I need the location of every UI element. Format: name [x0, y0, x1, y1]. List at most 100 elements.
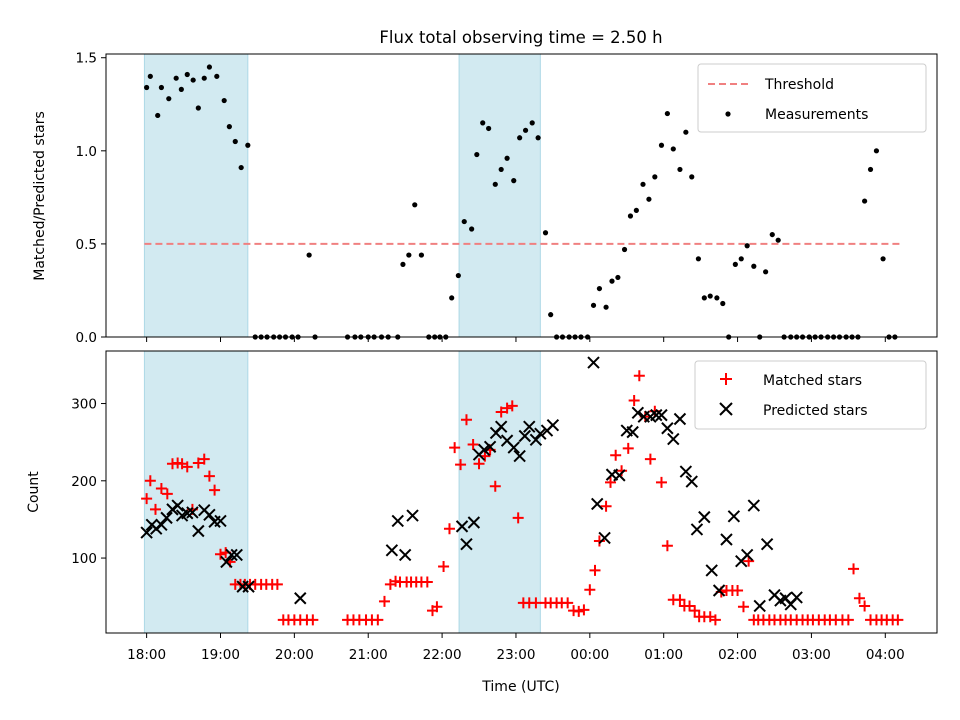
- x-tick-label: 23:00: [497, 647, 536, 663]
- matched-star-point: [149, 503, 161, 515]
- measurement-point: [221, 97, 227, 104]
- measurement-point: [238, 164, 244, 171]
- measurement-point: [609, 278, 615, 284]
- top-panel: 0.0 0.5 1.0 1.5 Matched/Predicted stars Thr…: [32, 51, 938, 346]
- measurement-point: [178, 86, 184, 92]
- matched-star-point: [155, 483, 167, 495]
- measurement-point: [184, 71, 190, 78]
- predicted-star-point: [186, 506, 199, 519]
- matched-star-point: [181, 461, 193, 473]
- top-panel-legend: Threshold Measurements: [697, 63, 927, 133]
- bottom-legend-box: [694, 360, 927, 430]
- bottom-panel: 100 200 300 18:00 19:00 20:00 21:00 22:00 23:00…: [26, 351, 938, 695]
- predicted-star-point: [747, 499, 761, 512]
- predicted-star-point: [494, 420, 508, 433]
- top-legend-box: [697, 63, 927, 133]
- predicted-star-point: [518, 429, 532, 443]
- measurement-point: [744, 243, 750, 249]
- x-tick-label: 19:00: [201, 647, 240, 663]
- chart-title: Flux total observing time = 2.50 h: [379, 28, 662, 47]
- measurement-point: [603, 304, 609, 310]
- predicted-star-point: [523, 420, 536, 433]
- predicted-star-point: [655, 408, 668, 422]
- predicted-star-point: [712, 584, 726, 597]
- predicted-star-point: [760, 537, 774, 551]
- measurement-point: [529, 120, 535, 126]
- measurement-point: [418, 252, 425, 258]
- bottom-panel-legend: Matched stars Predicted stars: [694, 360, 927, 430]
- x-tick-label: 22:00: [423, 647, 462, 663]
- measurement-point: [640, 181, 646, 187]
- top-panel-ylabel: Matched/Predicted stars: [32, 111, 48, 281]
- predicted-star-point: [591, 497, 604, 511]
- matched-star-point: [438, 561, 450, 573]
- predicted-star-point: [477, 443, 491, 457]
- matched-star-point: [628, 394, 640, 406]
- matched-star-point: [709, 614, 721, 626]
- matched-star-point: [853, 592, 865, 604]
- bottom-panel-ylabel: Count: [26, 471, 42, 513]
- measurement-point: [214, 73, 220, 79]
- measurement-point: [732, 261, 738, 267]
- predicted-star-point: [661, 422, 674, 435]
- predicted-star-point: [242, 580, 255, 593]
- measurement-point: [590, 302, 597, 308]
- predicted-star-point: [685, 475, 698, 488]
- measurement-point: [664, 110, 670, 117]
- predicted-star-point: [727, 510, 741, 523]
- predicted-star-point: [705, 564, 718, 577]
- matched-star-point: [600, 500, 612, 512]
- measurement-point: [449, 295, 455, 301]
- predicted-star-point: [698, 510, 711, 524]
- measurement-point: [232, 138, 238, 145]
- matched-star-point: [489, 480, 501, 492]
- matched-star-point: [378, 595, 390, 607]
- measurement-point: [517, 135, 523, 141]
- measurement-point: [455, 272, 461, 279]
- measurement-point: [701, 295, 707, 301]
- matched-star-point: [198, 453, 210, 465]
- matched-star-point: [512, 512, 524, 524]
- predicted-star-point: [790, 591, 803, 604]
- measurement-point: [474, 151, 480, 158]
- predicted-star-point: [220, 555, 233, 569]
- matched-star-point: [209, 484, 221, 496]
- x-tick-label: 03:00: [792, 647, 831, 663]
- measurement-point: [492, 181, 498, 187]
- matched-star-point: [859, 600, 871, 612]
- measurement-point: [751, 263, 757, 269]
- matched-stars-series: [141, 370, 904, 626]
- measurement-point: [621, 246, 628, 253]
- top-panel-x-ticks: [146, 337, 886, 342]
- y-tick-label: 200: [71, 474, 97, 490]
- matched-star-point: [848, 563, 860, 575]
- predicted-star-point: [160, 511, 173, 525]
- legend-predicted-label: Predicted stars: [763, 403, 868, 419]
- measurement-point: [714, 295, 720, 301]
- x-axis-label: Time (UTC): [481, 679, 559, 695]
- predicted-star-point: [587, 356, 600, 369]
- measurement-point: [226, 124, 232, 130]
- predicted-star-point: [460, 537, 473, 551]
- measurement-point: [306, 252, 312, 258]
- y-tick-label: 0.5: [76, 237, 97, 253]
- legend-matched-label: Matched stars: [763, 373, 862, 389]
- matched-star-point: [633, 370, 645, 382]
- matched-star-point: [431, 601, 443, 613]
- y-tick-label: 100: [71, 551, 97, 567]
- measurement-point: [504, 155, 510, 161]
- measurement-point: [738, 256, 744, 262]
- measurement-point: [627, 213, 634, 219]
- measurement-point: [707, 293, 713, 299]
- matched-star-point: [605, 476, 617, 488]
- measurement-point: [880, 256, 886, 262]
- y-tick-label: 300: [71, 397, 97, 413]
- predicted-stars-series: [141, 356, 803, 613]
- predicted-star-point: [192, 524, 205, 538]
- measurement-point: [166, 96, 172, 102]
- x-tick-label: 01:00: [644, 647, 683, 663]
- predicted-star-point: [214, 514, 227, 528]
- measurement-point: [511, 178, 517, 184]
- matched-star-point: [271, 578, 283, 590]
